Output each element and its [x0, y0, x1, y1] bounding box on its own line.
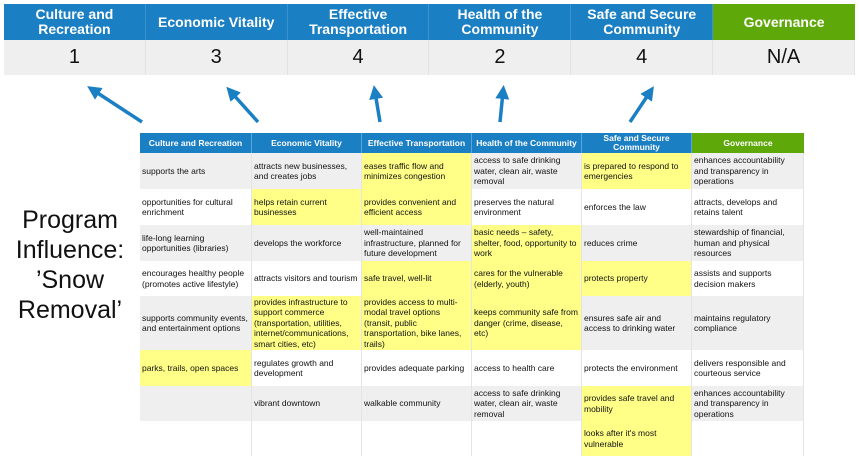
matrix-cell: attracts new businesses, and creates job… — [252, 153, 362, 189]
matrix-cell-highlighted: basic needs – safety, shelter, food, opp… — [472, 225, 582, 261]
summary-value: 2 — [429, 40, 572, 75]
matrix-cell: access to health care — [472, 350, 582, 386]
summary-value: N/A — [713, 40, 855, 75]
matrix-cell: preserves the natural environment — [472, 189, 582, 225]
matrix-cell-highlighted: is prepared to respond to emergencies — [582, 153, 692, 189]
matrix-cell: stewardship of financial, human and phys… — [692, 225, 804, 261]
matrix-cell — [472, 421, 582, 456]
side-label-line: Removal’ — [17, 296, 123, 324]
matrix-header: Culture and Recreation — [140, 133, 252, 153]
summary-table: Culture and Recreation Economic Vitality E… — [4, 4, 855, 75]
arrow-icon — [495, 85, 510, 123]
matrix-cell-highlighted: protects property — [582, 261, 692, 296]
matrix-cell: develops the workforce — [252, 225, 362, 261]
matrix-cell: maintains regulatory compliance — [692, 296, 804, 350]
matrix-cell: protects the environment — [582, 350, 692, 386]
arrow-icon — [226, 86, 260, 124]
matrix-cell — [252, 421, 362, 456]
side-label-line: Program — [22, 206, 118, 234]
matrix-header: Health of the Community — [472, 133, 582, 153]
matrix-cell: opportunities for cultural enrichment — [140, 189, 252, 225]
matrix-cell-highlighted: looks after it's most vulnerable — [582, 421, 692, 456]
matrix-header: Governance — [692, 133, 804, 153]
matrix-cell-highlighted: provides safe travel and mobility — [582, 386, 692, 421]
matrix-cell-highlighted: provides infrastructure to support comme… — [252, 296, 362, 350]
matrix-cell: enhances accountability and transparency… — [692, 386, 804, 421]
matrix-cell: reduces crime — [582, 225, 692, 261]
summary-header: Safe and Secure Community — [571, 4, 714, 40]
matrix-cell: supports the arts — [140, 153, 252, 189]
matrix-cell: vibrant downtown — [252, 386, 362, 421]
summary-value: 1 — [4, 40, 146, 75]
matrix-cell — [362, 421, 472, 456]
matrix-cell-highlighted: safe travel, well-lit — [362, 261, 472, 296]
matrix-cell: regulates growth and development — [252, 350, 362, 386]
matrix-cell: encourages healthy people (promotes acti… — [140, 261, 252, 296]
arrow-icon — [87, 86, 143, 124]
arrow-icon — [628, 86, 654, 123]
matrix-cell: ensures safe air and access to drinking … — [582, 296, 692, 350]
matrix-cell — [140, 386, 252, 421]
matrix-cell: walkable community — [362, 386, 472, 421]
summary-value: 3 — [145, 40, 288, 75]
matrix-cell: delivers responsible and courteous servi… — [692, 350, 804, 386]
matrix-cell: enforces the law — [582, 189, 692, 225]
matrix-cell: assists and supports decision makers — [692, 261, 804, 296]
matrix-cell: life-long learning opportunities (librar… — [140, 225, 252, 261]
matrix-cell: attracts, develops and retains talent — [692, 189, 804, 225]
matrix-cell: supports community events, and entertain… — [140, 296, 252, 350]
summary-value: 4 — [287, 40, 430, 75]
summary-header: Effective Transportation — [287, 4, 430, 40]
matrix-cell: provides adequate parking — [362, 350, 472, 386]
matrix-cell: access to safe drinking water, clean air… — [472, 153, 582, 189]
matrix-cell: well-maintained infrastructure, planned … — [362, 225, 472, 261]
arrows — [87, 85, 654, 124]
side-label-line: ’Snow — [35, 266, 105, 294]
matrix-cell — [692, 421, 804, 456]
influence-matrix: Culture and Recreation Economic Vitality E… — [140, 133, 804, 456]
matrix-header: Safe and Secure Community — [582, 133, 692, 153]
matrix-cell — [140, 421, 252, 456]
matrix-cell-highlighted: eases traffic flow and minimizes congest… — [362, 153, 472, 189]
matrix-cell-highlighted: helps retain current businesses — [252, 189, 362, 225]
matrix-cell: enhances accountability and transparency… — [692, 153, 804, 189]
matrix-cell: attracts visitors and tourism — [252, 261, 362, 296]
matrix-cell-highlighted: provides access to multi-modal travel op… — [362, 296, 472, 350]
summary-value: 4 — [571, 40, 714, 75]
summary-header: Culture and Recreation — [4, 4, 146, 40]
summary-header: Economic Vitality — [145, 4, 288, 40]
matrix-cell-highlighted: keeps community safe from danger (crime,… — [472, 296, 582, 350]
arrow-icon — [369, 85, 384, 123]
side-label-line: Influence: — [15, 236, 125, 264]
summary-header: Governance — [713, 4, 855, 40]
matrix-header: Economic Vitality — [252, 133, 362, 153]
matrix-cell-highlighted: provides convenient and efficient access — [362, 189, 472, 225]
matrix-cell-highlighted: cares for the vulnerable (elderly, youth… — [472, 261, 582, 296]
matrix-cell: access to safe drinking water, clean air… — [472, 386, 582, 421]
matrix-header: Effective Transportation — [362, 133, 472, 153]
matrix-cell-highlighted: parks, trails, open spaces — [140, 350, 252, 386]
program-influence-label: Program Influence: ’Snow Removal’ — [0, 205, 140, 325]
summary-header: Health of the Community — [429, 4, 572, 40]
